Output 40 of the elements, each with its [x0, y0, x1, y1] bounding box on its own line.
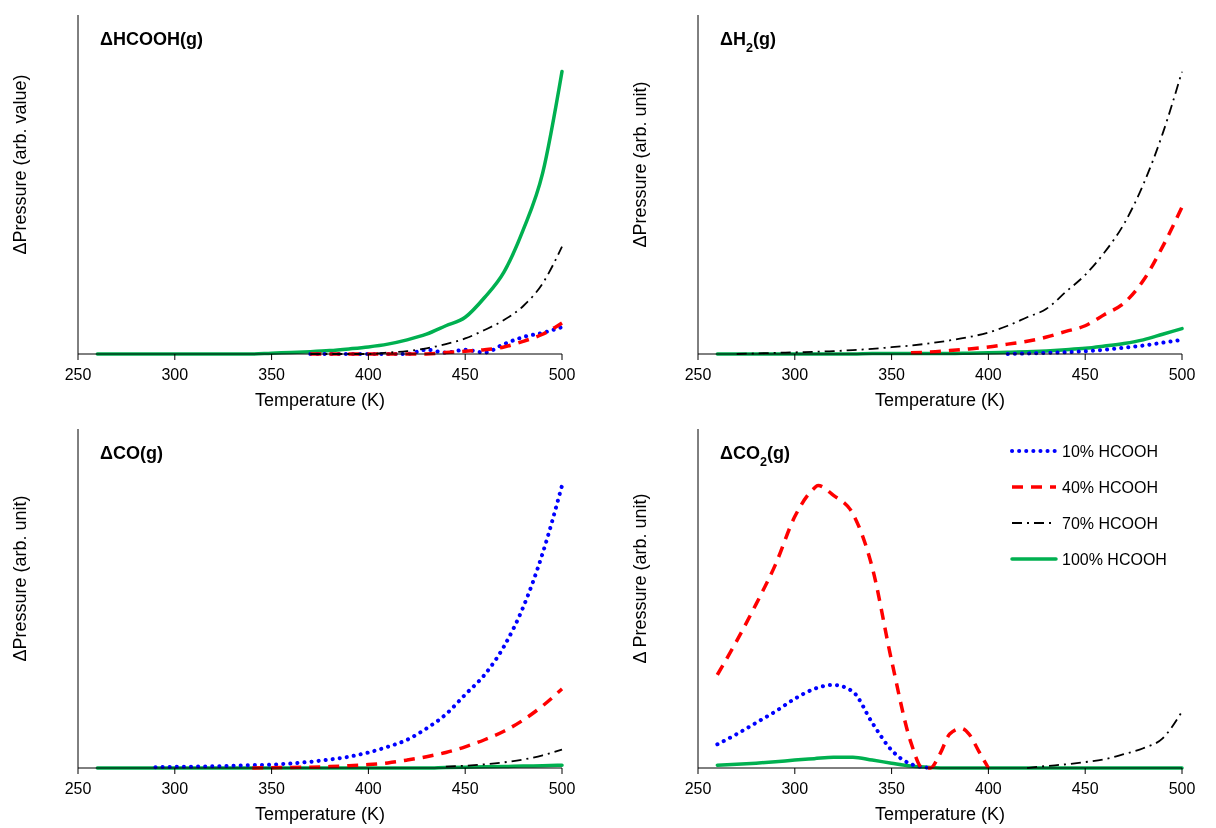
y-axis-title: ΔPressure (arb. unit): [10, 495, 30, 662]
x-tick-label: 250: [684, 780, 712, 797]
x-tick-label: 500: [1168, 366, 1196, 383]
x-tick-label: 450: [451, 780, 479, 797]
y-axis-title: Δ Pressure (arb. unit): [630, 493, 650, 664]
x-axis-title: Temperature (K): [874, 390, 1006, 410]
legend-label: 10% HCOOH: [1062, 443, 1159, 460]
chart-title: ΔCO(g): [100, 443, 163, 463]
x-tick-label: 500: [548, 366, 576, 383]
x-tick-label: 500: [1168, 780, 1196, 797]
x-tick-label: 250: [64, 366, 92, 383]
x-tick-label: 350: [878, 366, 906, 383]
x-axis-title: Temperature (K): [254, 390, 386, 410]
x-tick-label: 450: [1071, 366, 1099, 383]
x-tick-label: 450: [1071, 780, 1099, 797]
x-tick-label: 300: [161, 780, 189, 797]
legend-label: 70% HCOOH: [1062, 515, 1159, 532]
x-axis-title: Temperature (K): [874, 804, 1006, 824]
x-tick-label: 350: [878, 780, 906, 797]
x-tick-label: 300: [161, 366, 189, 383]
x-tick-label: 450: [451, 366, 479, 383]
legend-label: 40% HCOOH: [1062, 479, 1159, 496]
x-tick-label: 400: [355, 780, 382, 797]
y-axis-title: ΔPressure (arb. value): [10, 74, 30, 255]
chart-title: ΔH$_{2}$(g): [720, 29, 776, 55]
x-tick-label: 250: [684, 366, 712, 383]
x-tick-label: 300: [781, 780, 809, 797]
y-axis-title: ΔPressure (arb. unit): [630, 81, 650, 248]
x-tick-label: 500: [548, 780, 576, 797]
x-tick-label: 400: [975, 366, 1002, 383]
x-tick-label: 400: [975, 780, 1002, 797]
x-tick-label: 350: [258, 780, 286, 797]
legend-label: 100% HCOOH: [1062, 551, 1167, 568]
x-tick-label: 250: [64, 780, 92, 797]
x-tick-label: 300: [781, 366, 809, 383]
x-axis-title: Temperature (K): [254, 804, 386, 824]
x-tick-label: 350: [258, 366, 286, 383]
chart-title: ΔHCOOH(g): [100, 29, 203, 49]
x-tick-label: 400: [355, 366, 382, 383]
chart-title: ΔCO$_{2}$(g): [720, 443, 790, 469]
